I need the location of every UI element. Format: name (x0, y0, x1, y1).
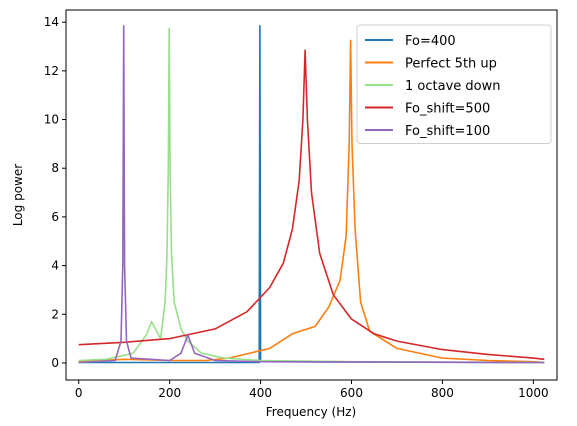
y-tick-label: 4 (51, 259, 59, 273)
series-line-4 (78, 49, 545, 361)
legend: Fo=400 Perfect 5th up 1 octave down Fo_shif… (356, 24, 552, 144)
x-tick-label: 800 (431, 386, 454, 400)
y-axis-ticks: 0 2 4 6 8 10 12 14 (44, 15, 66, 370)
x-axis-label: Frequency (Hz) (266, 405, 357, 419)
y-tick-label: 2 (51, 307, 59, 321)
plot-frame (65, 9, 558, 381)
x-axis-ticks: 0 200 400 600 800 1000 (75, 380, 549, 400)
x-tick-label: 200 (158, 386, 181, 400)
y-tick-label: 0 (51, 356, 59, 370)
x-tick-label: 600 (340, 386, 363, 400)
y-tick-label: 14 (44, 15, 59, 29)
legend-label: Fo_shift=100 (405, 124, 490, 139)
plot-area (78, 25, 545, 364)
legend-label: Fo=400 (405, 34, 456, 49)
x-tick-label: 1000 (518, 386, 549, 400)
legend-label: Fo_shift=500 (405, 102, 490, 117)
y-tick-label: 8 (51, 161, 59, 175)
x-tick-label: 400 (249, 386, 272, 400)
y-tick-label: 6 (51, 210, 59, 224)
x-tick-label: 0 (75, 386, 83, 400)
series-line-5 (78, 25, 545, 364)
series-line-3 (78, 27, 545, 364)
legend-label: 1 octave down (405, 79, 500, 94)
series-line-2 (78, 39, 545, 364)
y-tick-label: 10 (44, 113, 59, 127)
legend-box (356, 24, 552, 144)
y-axis-label: Log power (11, 164, 25, 226)
y-tick-label: 12 (44, 64, 59, 78)
legend-label: Perfect 5th up (405, 57, 497, 72)
